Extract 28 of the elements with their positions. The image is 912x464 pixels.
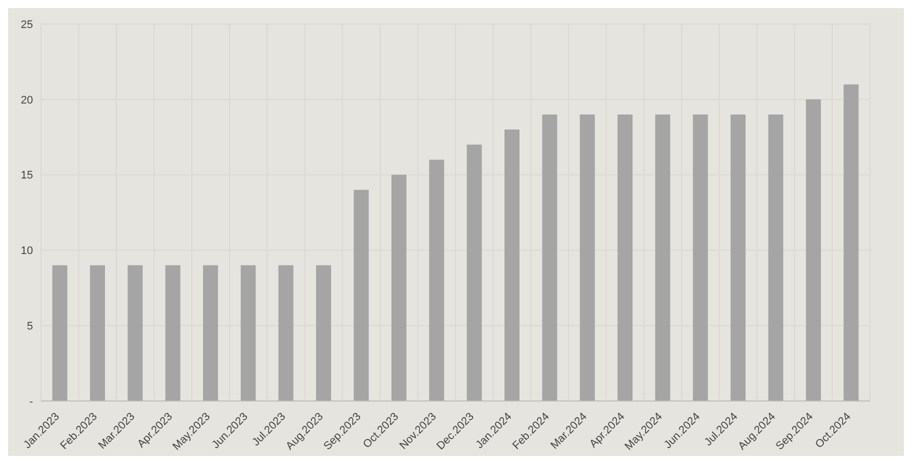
bar [730, 114, 746, 401]
bar [542, 114, 558, 401]
bar [90, 265, 105, 401]
bar [806, 99, 821, 401]
bar [768, 114, 784, 401]
bar [429, 160, 444, 401]
y-tick-label: 10 [20, 245, 33, 258]
bar [692, 114, 708, 401]
bar [844, 84, 859, 401]
bar [52, 265, 68, 401]
bar [655, 114, 670, 401]
bar [316, 265, 332, 401]
y-tick-label: 20 [20, 94, 33, 106]
y-tick-label: 5 [26, 320, 33, 333]
bar [504, 130, 520, 401]
bar [128, 265, 143, 401]
bar [618, 114, 633, 401]
bar [466, 144, 482, 401]
bar [354, 190, 369, 401]
bar [203, 265, 218, 401]
y-tick-label: - [29, 396, 34, 408]
bar [580, 114, 595, 401]
y-tick-label: 15 [20, 170, 33, 182]
bar [391, 174, 406, 401]
bar [240, 265, 256, 401]
bar [165, 265, 180, 401]
bar [278, 265, 294, 401]
y-tick-label: 25 [20, 18, 33, 31]
